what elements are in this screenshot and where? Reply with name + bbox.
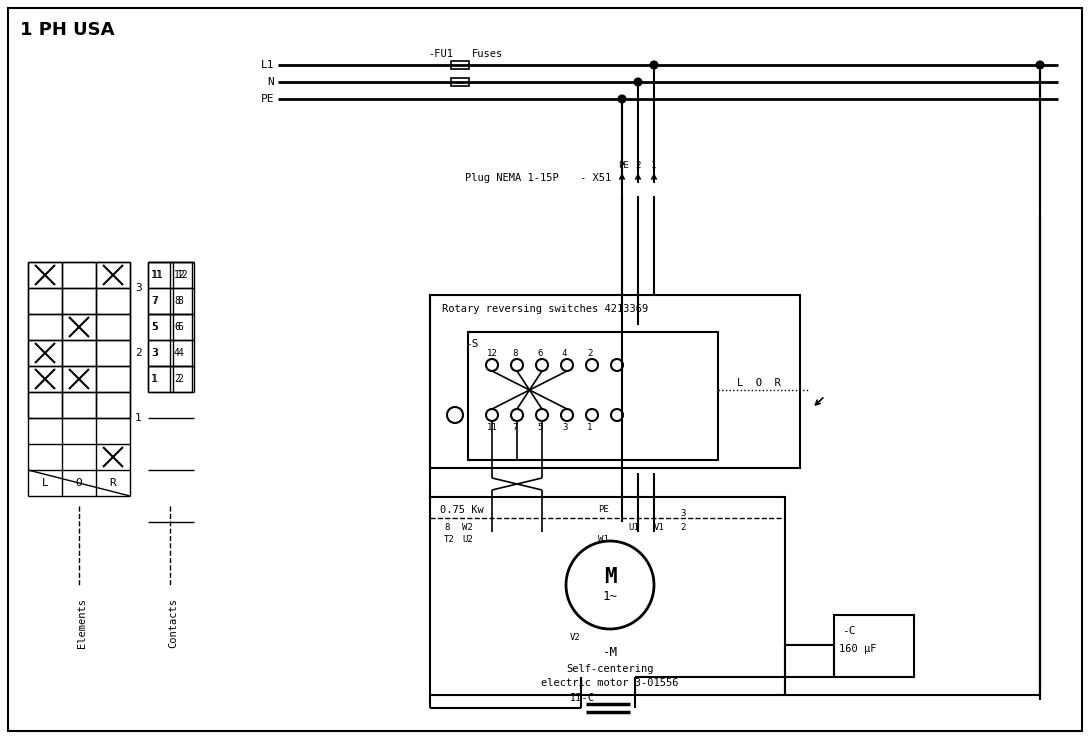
Text: 2: 2 — [177, 374, 183, 384]
Text: 7: 7 — [512, 423, 518, 432]
Text: 2: 2 — [135, 348, 142, 358]
Text: electric motor 3-01556: electric motor 3-01556 — [542, 678, 679, 688]
Text: 8: 8 — [174, 296, 180, 306]
Circle shape — [586, 359, 598, 371]
Circle shape — [511, 359, 523, 371]
Text: 1 PH USA: 1 PH USA — [20, 21, 114, 39]
Circle shape — [561, 359, 573, 371]
Text: 2: 2 — [680, 522, 686, 531]
Text: -C: -C — [841, 626, 856, 636]
Text: L: L — [41, 478, 48, 488]
Circle shape — [566, 541, 654, 629]
Text: L  O  R: L O R — [737, 378, 780, 388]
Text: 11: 11 — [152, 270, 162, 280]
Text: 8: 8 — [444, 522, 449, 531]
Text: 3: 3 — [562, 423, 568, 432]
Text: Plug NEMA 1-15P: Plug NEMA 1-15P — [465, 173, 559, 183]
Text: 11: 11 — [487, 423, 498, 432]
Bar — [451, 61, 469, 69]
Text: Contacts: Contacts — [168, 598, 178, 648]
Text: 0.75 Kw: 0.75 Kw — [440, 505, 484, 515]
Text: -S: -S — [465, 339, 479, 349]
Text: PE: PE — [618, 162, 629, 171]
Bar — [451, 78, 469, 86]
Text: W2: W2 — [462, 522, 473, 531]
Text: N: N — [267, 77, 274, 87]
Text: U1: U1 — [628, 522, 639, 531]
Text: 3: 3 — [152, 348, 158, 358]
Circle shape — [447, 407, 463, 423]
Text: PE: PE — [261, 94, 274, 104]
Text: U2: U2 — [462, 536, 473, 545]
Text: 1: 1 — [152, 374, 157, 384]
Text: Self-centering: Self-centering — [566, 664, 654, 674]
Text: Elements: Elements — [77, 598, 87, 648]
Circle shape — [586, 409, 598, 421]
Text: Rotary reversing switches 4213369: Rotary reversing switches 4213369 — [443, 304, 649, 314]
Circle shape — [1037, 61, 1043, 69]
Circle shape — [651, 61, 657, 69]
Text: T2: T2 — [444, 536, 455, 545]
Text: 4: 4 — [177, 348, 183, 358]
Text: W1: W1 — [598, 536, 608, 545]
Text: 1: 1 — [152, 374, 158, 384]
Circle shape — [486, 409, 498, 421]
Text: V2: V2 — [570, 633, 581, 641]
Text: 4: 4 — [562, 350, 568, 358]
Circle shape — [486, 359, 498, 371]
Text: 12: 12 — [177, 270, 189, 280]
Text: 8: 8 — [512, 350, 518, 358]
Text: 6: 6 — [177, 322, 183, 332]
Text: 2: 2 — [588, 350, 592, 358]
Circle shape — [618, 95, 626, 103]
Text: 3: 3 — [680, 508, 686, 517]
Text: 2: 2 — [174, 374, 180, 384]
Text: R: R — [110, 478, 117, 488]
Text: 7: 7 — [152, 296, 157, 306]
Circle shape — [561, 409, 573, 421]
Bar — [834, 615, 915, 677]
Circle shape — [511, 409, 523, 421]
Text: 5: 5 — [152, 322, 157, 332]
Text: 1: 1 — [651, 162, 656, 171]
Text: 5: 5 — [152, 322, 158, 332]
Text: II-C: II-C — [570, 693, 595, 703]
Text: 5: 5 — [537, 423, 543, 432]
Text: 1~: 1~ — [603, 590, 618, 604]
Circle shape — [611, 359, 623, 371]
Text: 1: 1 — [135, 413, 142, 423]
Text: O: O — [75, 478, 83, 488]
Text: 7: 7 — [152, 296, 158, 306]
Circle shape — [611, 409, 623, 421]
Text: 11: 11 — [152, 270, 164, 280]
Text: - X51: - X51 — [580, 173, 611, 183]
Circle shape — [536, 359, 548, 371]
Text: 3: 3 — [135, 283, 142, 293]
Text: 6: 6 — [174, 322, 180, 332]
Text: V1: V1 — [654, 522, 665, 531]
Text: L1: L1 — [261, 60, 274, 70]
Text: 1: 1 — [588, 423, 592, 432]
Text: -FU1: -FU1 — [428, 49, 453, 59]
Text: 4: 4 — [174, 348, 180, 358]
Text: 2: 2 — [635, 162, 641, 171]
Text: Fuses: Fuses — [472, 49, 504, 59]
Text: 12: 12 — [174, 270, 185, 280]
Bar — [429, 295, 800, 468]
Bar — [468, 332, 718, 460]
Text: 160 μF: 160 μF — [839, 644, 876, 654]
Text: 3: 3 — [152, 348, 157, 358]
Text: 6: 6 — [537, 350, 543, 358]
Text: 12: 12 — [487, 350, 498, 358]
Text: 8: 8 — [177, 296, 183, 306]
Circle shape — [634, 78, 642, 86]
Bar — [429, 497, 785, 695]
Text: PE: PE — [598, 505, 608, 514]
Circle shape — [536, 409, 548, 421]
Text: M: M — [604, 567, 616, 587]
Text: -M: -M — [603, 647, 618, 659]
